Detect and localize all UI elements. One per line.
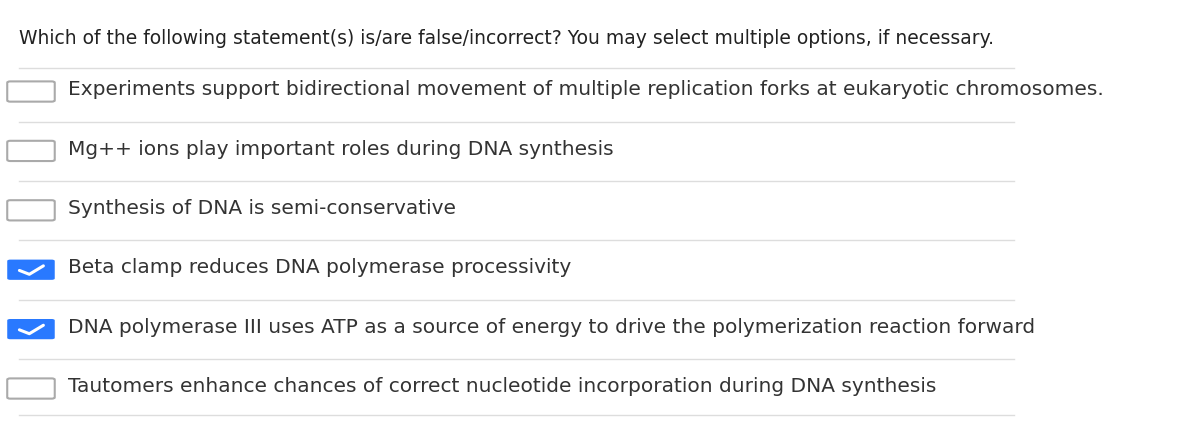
FancyBboxPatch shape [7,200,55,220]
FancyBboxPatch shape [7,260,55,280]
Text: Tautomers enhance chances of correct nucleotide incorporation during DNA synthes: Tautomers enhance chances of correct nuc… [68,377,936,396]
Text: DNA polymerase III uses ATP as a source of energy to drive the polymerization re: DNA polymerase III uses ATP as a source … [68,318,1036,337]
FancyBboxPatch shape [7,81,55,102]
FancyBboxPatch shape [7,319,55,339]
Text: Synthesis of DNA is semi-conservative: Synthesis of DNA is semi-conservative [68,199,456,218]
FancyBboxPatch shape [7,141,55,161]
FancyBboxPatch shape [7,378,55,399]
Text: Which of the following statement(s) is/are false/incorrect? You may select multi: Which of the following statement(s) is/a… [18,29,994,48]
Text: Experiments support bidirectional movement of multiple replication forks at euka: Experiments support bidirectional moveme… [68,80,1104,99]
Text: Mg++ ions play important roles during DNA synthesis: Mg++ ions play important roles during DN… [68,139,613,159]
Text: Beta clamp reduces DNA polymerase processivity: Beta clamp reduces DNA polymerase proces… [68,258,571,278]
